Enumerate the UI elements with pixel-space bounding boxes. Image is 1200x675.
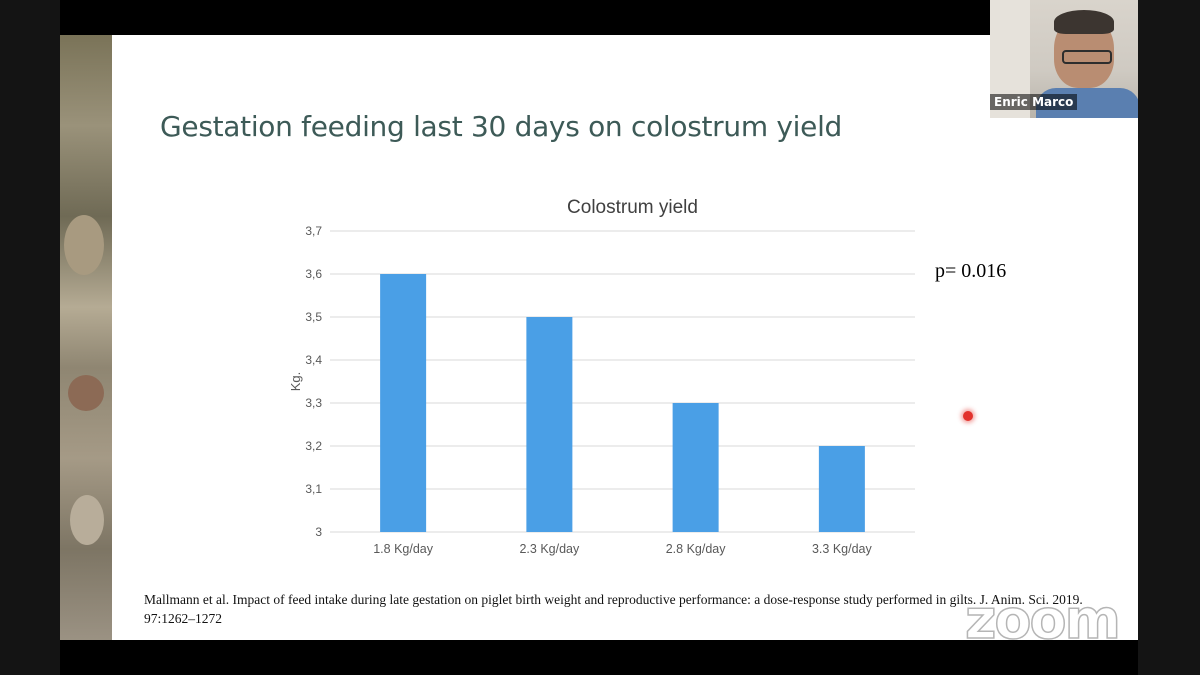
x-tick-label: 2.3 Kg/day — [519, 542, 580, 556]
photo-blob — [70, 495, 104, 545]
bar — [380, 274, 427, 532]
y-tick-label: 3,7 — [305, 224, 322, 238]
y-tick-label: 3,5 — [305, 310, 322, 324]
right-letterbox — [1138, 0, 1200, 675]
zoom-watermark: zoom — [964, 587, 1121, 652]
photo-blob — [64, 215, 104, 275]
bar — [818, 446, 865, 532]
participant-glasses — [1062, 50, 1112, 64]
citation-reference: Mallmann et al. Impact of feed intake du… — [144, 592, 1083, 626]
y-tick-label: 3,2 — [305, 439, 322, 453]
y-axis-label: Kg. — [288, 372, 303, 392]
x-tick-label: 1.8 Kg/day — [373, 542, 434, 556]
slide-photo-strip — [60, 35, 112, 640]
photo-blob — [68, 375, 104, 411]
p-value-label: p= 0.016 — [935, 260, 1007, 282]
shared-slide: Gestation feeding last 30 days on colost… — [60, 35, 1138, 652]
y-tick-label: 3 — [315, 525, 322, 539]
participant-hair — [1054, 10, 1114, 34]
slide-title: Gestation feeding last 30 days on colost… — [160, 110, 843, 143]
left-letterbox — [0, 0, 60, 675]
chart-title: Colostrum yield — [567, 197, 698, 218]
bar — [526, 317, 573, 532]
participant-video-tile[interactable]: Enric Marco — [990, 0, 1138, 118]
colostrum-bar-chart: Colostrum yield 3 3,1 3,2 3,3 3,4 3,5 3,6 3,7 Kg.… — [288, 197, 915, 556]
y-tick-label: 3,3 — [305, 396, 322, 410]
y-tick-label: 3,4 — [305, 353, 322, 367]
x-tick-label: 3.3 Kg/day — [812, 542, 873, 556]
y-tick-label: 3,6 — [305, 267, 322, 281]
y-tick-label: 3,1 — [305, 482, 322, 496]
bar — [672, 403, 719, 532]
participant-name-label: Enric Marco — [990, 94, 1078, 110]
laser-pointer — [963, 411, 973, 421]
x-tick-label: 2.8 Kg/day — [666, 542, 727, 556]
